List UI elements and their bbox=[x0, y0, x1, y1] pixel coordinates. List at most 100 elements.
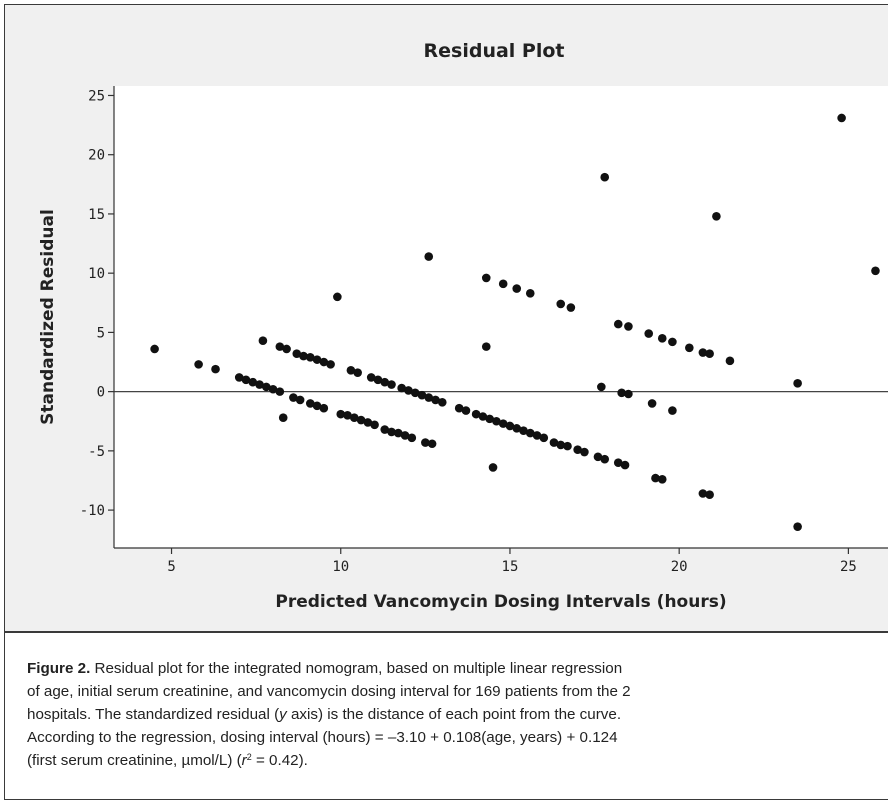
data-point bbox=[326, 360, 335, 369]
data-point bbox=[424, 393, 434, 402]
data-point bbox=[305, 399, 315, 408]
data-point bbox=[275, 387, 285, 396]
data-point bbox=[498, 419, 508, 428]
data-point bbox=[400, 431, 410, 440]
data-point bbox=[312, 401, 322, 411]
data-point bbox=[647, 399, 657, 408]
data-point bbox=[268, 384, 278, 394]
data-point bbox=[573, 445, 582, 454]
data-point bbox=[373, 375, 383, 385]
data-point bbox=[454, 403, 464, 413]
residual-scatter-chart: Residual Plot -10 -5 0 5 10 15 20 25 5 10 15 20 25 P… bbox=[38, 40, 888, 612]
y-tick-label: 5 bbox=[97, 325, 105, 341]
data-point bbox=[651, 473, 660, 483]
data-point bbox=[333, 292, 342, 302]
data-point bbox=[488, 463, 498, 472]
data-point bbox=[387, 380, 396, 389]
data-point bbox=[258, 336, 268, 345]
data-point bbox=[363, 418, 373, 427]
y-tick-label: 25 bbox=[88, 88, 105, 104]
data-point bbox=[556, 440, 566, 450]
data-point bbox=[312, 355, 322, 364]
data-point bbox=[837, 113, 846, 123]
y-tick-label: -5 bbox=[88, 444, 105, 460]
data-point bbox=[532, 431, 542, 440]
figure-caption: Figure 2. Residual plot for the integrat… bbox=[27, 657, 747, 772]
data-point bbox=[793, 379, 802, 388]
data-point bbox=[248, 377, 258, 387]
data-point bbox=[624, 389, 633, 399]
data-point bbox=[336, 409, 346, 419]
data-point bbox=[397, 383, 406, 393]
data-point bbox=[485, 414, 494, 424]
data-point bbox=[539, 433, 549, 443]
caption-line-4: According to the regression, dosing inte… bbox=[27, 729, 618, 746]
data-point bbox=[644, 329, 654, 338]
data-point bbox=[424, 252, 434, 261]
data-point bbox=[593, 452, 603, 462]
data-point bbox=[613, 319, 623, 329]
data-point bbox=[353, 368, 362, 377]
data-point bbox=[305, 352, 315, 362]
data-point bbox=[657, 334, 667, 343]
data-point bbox=[255, 380, 264, 389]
data-point bbox=[366, 373, 376, 382]
y-tick-label: 20 bbox=[88, 148, 105, 164]
data-point bbox=[481, 273, 491, 283]
data-point bbox=[519, 426, 528, 436]
data-point bbox=[356, 415, 366, 425]
chart-title: Residual Plot bbox=[424, 40, 565, 62]
plot-area bbox=[114, 86, 888, 548]
data-point bbox=[194, 360, 203, 369]
data-point bbox=[617, 388, 626, 398]
x-tick-label: 15 bbox=[502, 559, 519, 575]
data-point bbox=[793, 522, 802, 531]
data-point bbox=[498, 279, 508, 289]
data-point bbox=[580, 447, 589, 457]
data-point bbox=[349, 413, 359, 422]
data-point bbox=[417, 390, 427, 400]
figure-frame: Residual Plot -10 -5 0 5 10 15 20 25 5 10 15 20 25 P… bbox=[4, 4, 888, 800]
caption-line-2: of age, initial serum creatinine, and va… bbox=[27, 683, 631, 700]
data-point bbox=[505, 421, 515, 431]
y-tick-label: 0 bbox=[97, 385, 105, 401]
data-point bbox=[600, 172, 610, 182]
data-point bbox=[410, 388, 420, 398]
data-point bbox=[150, 344, 159, 354]
data-point bbox=[211, 364, 220, 374]
data-point bbox=[289, 393, 298, 402]
caption-line-5b: = 0.42). bbox=[251, 752, 308, 769]
data-point bbox=[657, 474, 667, 484]
data-point bbox=[437, 397, 447, 407]
data-point bbox=[471, 409, 481, 419]
data-point bbox=[282, 344, 291, 354]
data-point bbox=[404, 386, 413, 395]
data-point bbox=[698, 348, 708, 357]
y-tick-label: -10 bbox=[80, 503, 105, 519]
data-point bbox=[613, 458, 623, 468]
data-point bbox=[380, 377, 390, 387]
y-tick-label: 15 bbox=[88, 207, 105, 223]
data-point bbox=[698, 489, 708, 498]
y-tick-label: 10 bbox=[88, 266, 105, 282]
data-point bbox=[492, 416, 501, 426]
data-point bbox=[319, 403, 329, 413]
data-point bbox=[370, 420, 379, 430]
data-point bbox=[563, 441, 572, 451]
data-point bbox=[624, 322, 633, 331]
data-point bbox=[566, 303, 576, 312]
x-tick-label: 5 bbox=[167, 559, 175, 575]
data-point bbox=[512, 284, 522, 293]
data-point bbox=[346, 366, 356, 375]
data-point bbox=[431, 395, 440, 405]
caption-line-3a: hospitals. The standardized residual ( bbox=[27, 706, 280, 723]
data-point bbox=[380, 425, 390, 434]
data-point bbox=[525, 428, 535, 438]
data-point bbox=[295, 395, 305, 405]
data-point bbox=[421, 438, 430, 447]
data-point bbox=[478, 412, 488, 421]
data-point bbox=[600, 454, 610, 464]
caption-line-3b: axis) is the distance of each point from… bbox=[286, 706, 622, 723]
x-tick-label: 20 bbox=[671, 559, 688, 575]
data-point bbox=[299, 351, 308, 361]
